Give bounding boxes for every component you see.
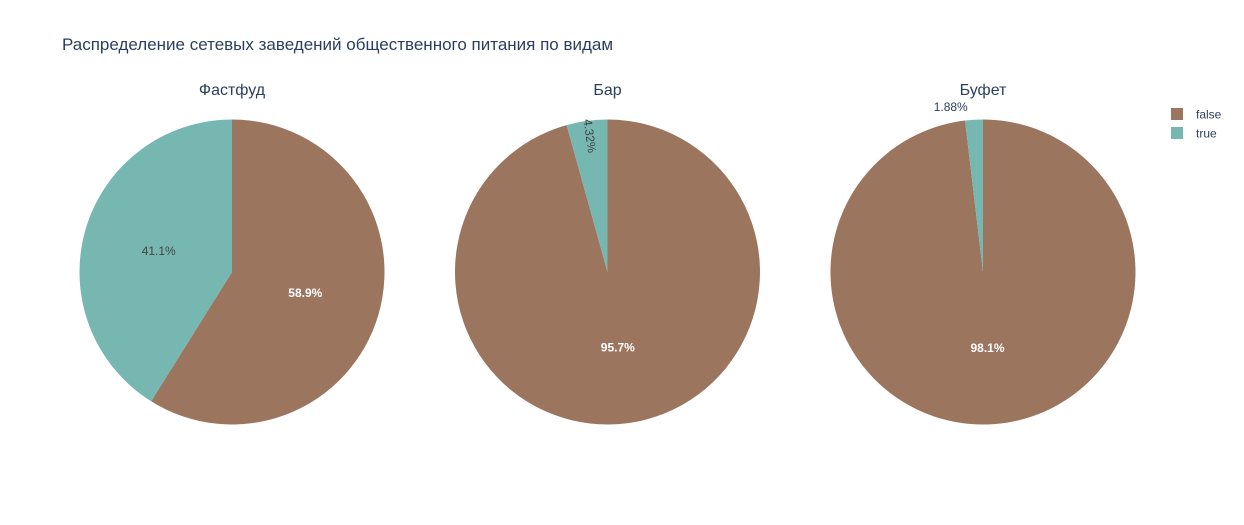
legend[interactable]: false true	[1171, 108, 1222, 141]
slice-label-false: 95.7%	[601, 341, 635, 355]
legend-item-true[interactable]: true	[1171, 127, 1217, 141]
pie-slice-true[interactable]	[79, 119, 232, 402]
slice-label-true: 4.32%	[581, 118, 600, 154]
slice-label-false: 58.9%	[288, 286, 322, 300]
pie-title: Фастфуд	[199, 82, 266, 99]
pies-group: Фастфуд 58.9% 41.1% Бар 95.7% 4.32% Буфет 98.1%…	[79, 82, 1136, 425]
chart-title: Распределение сетевых заведений обществе…	[62, 35, 613, 54]
legend-label: true	[1196, 127, 1217, 141]
legend-item-false[interactable]: false	[1171, 108, 1222, 122]
pie-title: Буфет	[960, 82, 1008, 99]
pie-2: Бар 95.7% 4.32%	[454, 82, 760, 425]
pie-slice-true[interactable]	[965, 119, 983, 273]
slice-label-true: 1.88%	[934, 100, 968, 114]
pie-3: Буфет 98.1% 1.88%	[830, 82, 1136, 425]
legend-swatch	[1171, 127, 1183, 139]
pie-1: Фастфуд 58.9% 41.1%	[79, 82, 385, 425]
legend-swatch	[1171, 108, 1183, 120]
pie-slice-false[interactable]	[830, 119, 1136, 425]
slice-label-true: 41.1%	[142, 244, 176, 258]
legend-label: false	[1196, 108, 1222, 122]
pie-slice-false[interactable]	[151, 119, 385, 425]
slice-label-false: 98.1%	[970, 341, 1004, 355]
pie-slice-false[interactable]	[454, 119, 760, 425]
pie-slice-true[interactable]	[566, 119, 608, 273]
pie-title: Бар	[593, 82, 621, 99]
